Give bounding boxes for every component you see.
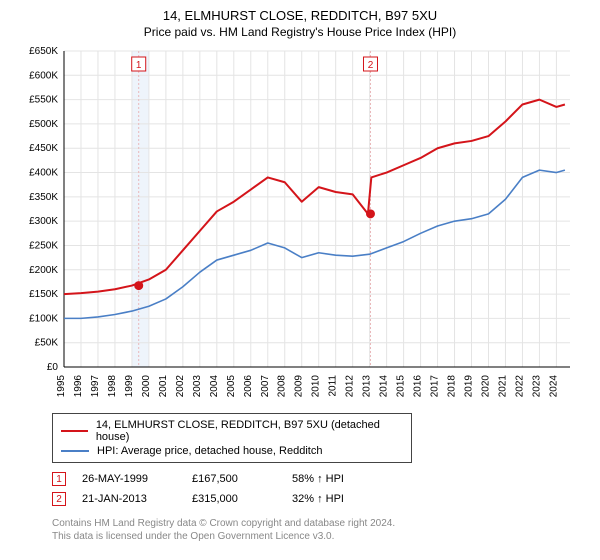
svg-text:1999: 1999 xyxy=(124,375,135,398)
svg-text:2022: 2022 xyxy=(514,375,525,398)
sale-date: 26-MAY-1999 xyxy=(82,473,192,485)
legend-box: 14, ELMHURST CLOSE, REDDITCH, B97 5XU (d… xyxy=(52,413,412,463)
svg-text:2002: 2002 xyxy=(175,375,186,398)
sale-price: £167,500 xyxy=(192,473,292,485)
svg-text:£450K: £450K xyxy=(29,143,58,154)
sale-diff: 58% ↑ HPI xyxy=(292,473,344,485)
svg-text:£300K: £300K xyxy=(29,216,58,227)
svg-text:1: 1 xyxy=(136,60,142,71)
svg-text:2012: 2012 xyxy=(345,375,356,398)
legend-swatch-hpi xyxy=(61,450,89,452)
svg-text:2: 2 xyxy=(368,60,374,71)
legend-label-property: 14, ELMHURST CLOSE, REDDITCH, B97 5XU (d… xyxy=(96,419,403,443)
sales-table: 1 26-MAY-1999£167,50058% ↑ HPI 2 21-JAN-201… xyxy=(12,469,588,509)
footer-line-1: Contains HM Land Registry data © Crown c… xyxy=(52,517,588,530)
svg-text:2014: 2014 xyxy=(379,375,390,398)
svg-text:£150K: £150K xyxy=(29,289,58,300)
svg-text:£650K: £650K xyxy=(29,46,58,57)
svg-text:2001: 2001 xyxy=(158,375,169,398)
legend-item-hpi: HPI: Average price, detached house, Redd… xyxy=(61,444,403,458)
svg-text:2004: 2004 xyxy=(209,375,220,398)
svg-text:2017: 2017 xyxy=(430,375,441,398)
svg-text:£550K: £550K xyxy=(29,95,58,106)
svg-text:£350K: £350K xyxy=(29,192,58,203)
sale-row: 2 21-JAN-2013£315,00032% ↑ HPI xyxy=(52,489,588,509)
chart-container: 14, ELMHURST CLOSE, REDDITCH, B97 5XU Pr… xyxy=(0,0,600,560)
svg-text:2024: 2024 xyxy=(548,375,559,398)
svg-text:£50K: £50K xyxy=(35,338,59,349)
footer-line-2: This data is licensed under the Open Gov… xyxy=(52,530,588,543)
sale-date: 21-JAN-2013 xyxy=(82,493,192,505)
svg-text:2009: 2009 xyxy=(294,375,305,398)
svg-text:£200K: £200K xyxy=(29,265,58,276)
svg-text:1997: 1997 xyxy=(90,375,101,398)
svg-text:1996: 1996 xyxy=(73,375,84,398)
legend-label-hpi: HPI: Average price, detached house, Redd… xyxy=(97,445,322,457)
svg-text:1998: 1998 xyxy=(107,375,118,398)
svg-text:£0: £0 xyxy=(47,362,59,373)
svg-text:2021: 2021 xyxy=(497,375,508,398)
svg-text:2011: 2011 xyxy=(328,375,339,397)
legend-swatch-property xyxy=(61,430,88,432)
sale-row: 1 26-MAY-1999£167,50058% ↑ HPI xyxy=(52,469,588,489)
sale-marker-box: 1 xyxy=(52,472,66,486)
line-chart: £0 £50K £100K £150K £200K £250K £300K £350K £400… xyxy=(20,45,580,405)
chart-title: 14, ELMHURST CLOSE, REDDITCH, B97 5XU xyxy=(12,8,588,23)
svg-text:£250K: £250K xyxy=(29,240,58,251)
svg-text:£600K: £600K xyxy=(29,70,58,81)
svg-text:2008: 2008 xyxy=(277,375,288,398)
svg-text:2015: 2015 xyxy=(396,375,407,398)
svg-text:£100K: £100K xyxy=(29,313,58,324)
svg-text:2003: 2003 xyxy=(192,375,203,398)
svg-text:2007: 2007 xyxy=(260,375,271,398)
svg-text:2005: 2005 xyxy=(226,375,237,398)
svg-text:2013: 2013 xyxy=(362,375,373,398)
svg-text:£500K: £500K xyxy=(29,119,58,130)
sale-diff: 32% ↑ HPI xyxy=(292,493,344,505)
sale-marker-box: 2 xyxy=(52,492,66,506)
svg-text:£400K: £400K xyxy=(29,168,58,179)
svg-text:2006: 2006 xyxy=(243,375,254,398)
chart-area: £0 £50K £100K £150K £200K £250K £300K £350K £400… xyxy=(20,45,580,405)
svg-text:2000: 2000 xyxy=(141,375,152,398)
svg-text:2018: 2018 xyxy=(447,375,458,398)
svg-text:2019: 2019 xyxy=(464,375,475,398)
title-block: 14, ELMHURST CLOSE, REDDITCH, B97 5XU Pr… xyxy=(12,8,588,39)
sale-price: £315,000 xyxy=(192,493,292,505)
svg-text:2016: 2016 xyxy=(413,375,424,398)
svg-text:2020: 2020 xyxy=(480,375,491,398)
svg-text:2023: 2023 xyxy=(531,375,542,398)
svg-text:1995: 1995 xyxy=(56,375,67,398)
legend-item-property: 14, ELMHURST CLOSE, REDDITCH, B97 5XU (d… xyxy=(61,418,403,444)
chart-subtitle: Price paid vs. HM Land Registry's House … xyxy=(12,25,588,39)
svg-text:2010: 2010 xyxy=(311,375,322,398)
footer-attribution: Contains HM Land Registry data © Crown c… xyxy=(52,517,588,543)
